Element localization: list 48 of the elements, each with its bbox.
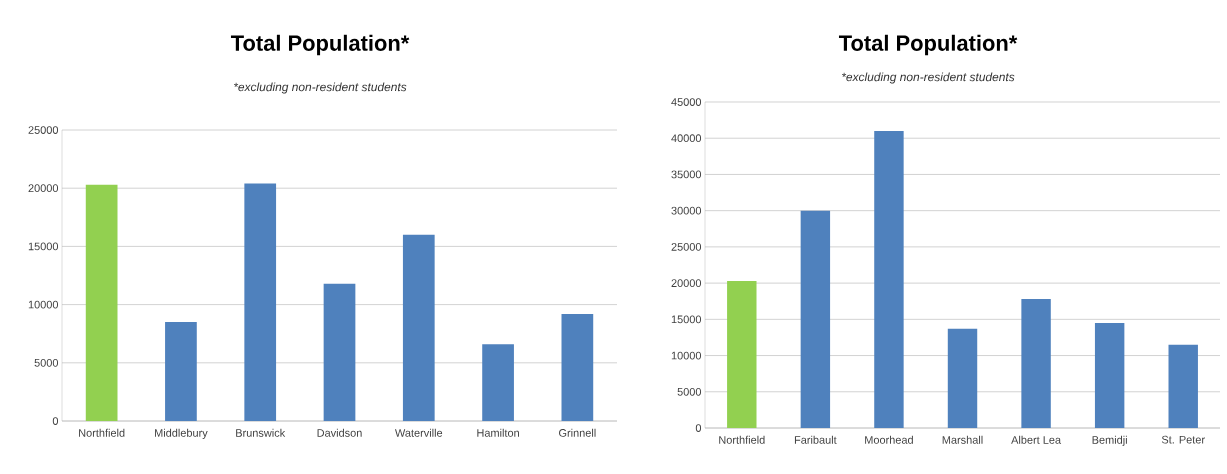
x-tick-label: Grinnell bbox=[559, 428, 596, 437]
y-tick-label: 5000 bbox=[677, 387, 702, 396]
bar bbox=[1021, 299, 1051, 428]
bar bbox=[323, 283, 356, 421]
bar bbox=[482, 344, 514, 421]
bar bbox=[1168, 344, 1198, 428]
x-tick-label: Waterville bbox=[394, 428, 443, 437]
bar bbox=[85, 184, 118, 421]
x-tick-label: Moorhead bbox=[865, 435, 913, 444]
chart-title: Total Population* bbox=[838, 34, 1018, 56]
x-tick-label: Marshall bbox=[942, 435, 983, 444]
y-tick-label: 0 bbox=[52, 417, 59, 425]
y-tick-label: 35000 bbox=[671, 170, 702, 179]
x-tick-label: Middlebury bbox=[155, 428, 208, 439]
chart-subtitle: *excluding non-resident students bbox=[233, 82, 407, 94]
x-tick-label: Northfield bbox=[79, 428, 125, 437]
bar bbox=[874, 130, 904, 428]
bar bbox=[165, 322, 197, 421]
bar bbox=[800, 210, 831, 428]
y-tick-label: 10000 bbox=[671, 351, 702, 360]
x-tick-label: Hamilton bbox=[477, 428, 519, 437]
bar bbox=[244, 183, 277, 421]
y-tick-label: 15000 bbox=[28, 242, 59, 251]
bar bbox=[561, 313, 594, 421]
y-tick-label: 40000 bbox=[671, 134, 702, 143]
y-tick-label: 20000 bbox=[671, 279, 702, 287]
y-tick-label: 20000 bbox=[28, 184, 59, 193]
bar bbox=[727, 280, 757, 428]
x-tick-label: St. Peter bbox=[1161, 435, 1205, 444]
x-tick-label: Brunswick bbox=[236, 428, 286, 437]
x-tick-label: Faribault bbox=[794, 435, 837, 444]
y-tick-label: 0 bbox=[695, 424, 702, 432]
x-tick-label: Albert Lea bbox=[1011, 435, 1062, 444]
y-tick-label: 10000 bbox=[28, 300, 59, 309]
bar bbox=[947, 328, 978, 428]
x-tick-label: Bemidji bbox=[1092, 435, 1127, 446]
y-tick-label: 45000 bbox=[671, 98, 702, 106]
bar bbox=[1094, 322, 1125, 428]
y-tick-label: 25000 bbox=[671, 243, 702, 251]
chart-subtitle: *excluding non-resident students bbox=[841, 72, 1015, 84]
y-tick-label: 30000 bbox=[671, 206, 702, 215]
y-tick-label: 25000 bbox=[28, 126, 59, 134]
x-tick-label: Northfield bbox=[719, 435, 765, 444]
chart-title: Total Population* bbox=[230, 34, 410, 56]
y-tick-label: 5000 bbox=[34, 358, 59, 367]
y-tick-label: 15000 bbox=[671, 315, 702, 324]
x-tick-label: Davidson bbox=[317, 428, 362, 437]
bar bbox=[402, 234, 435, 421]
